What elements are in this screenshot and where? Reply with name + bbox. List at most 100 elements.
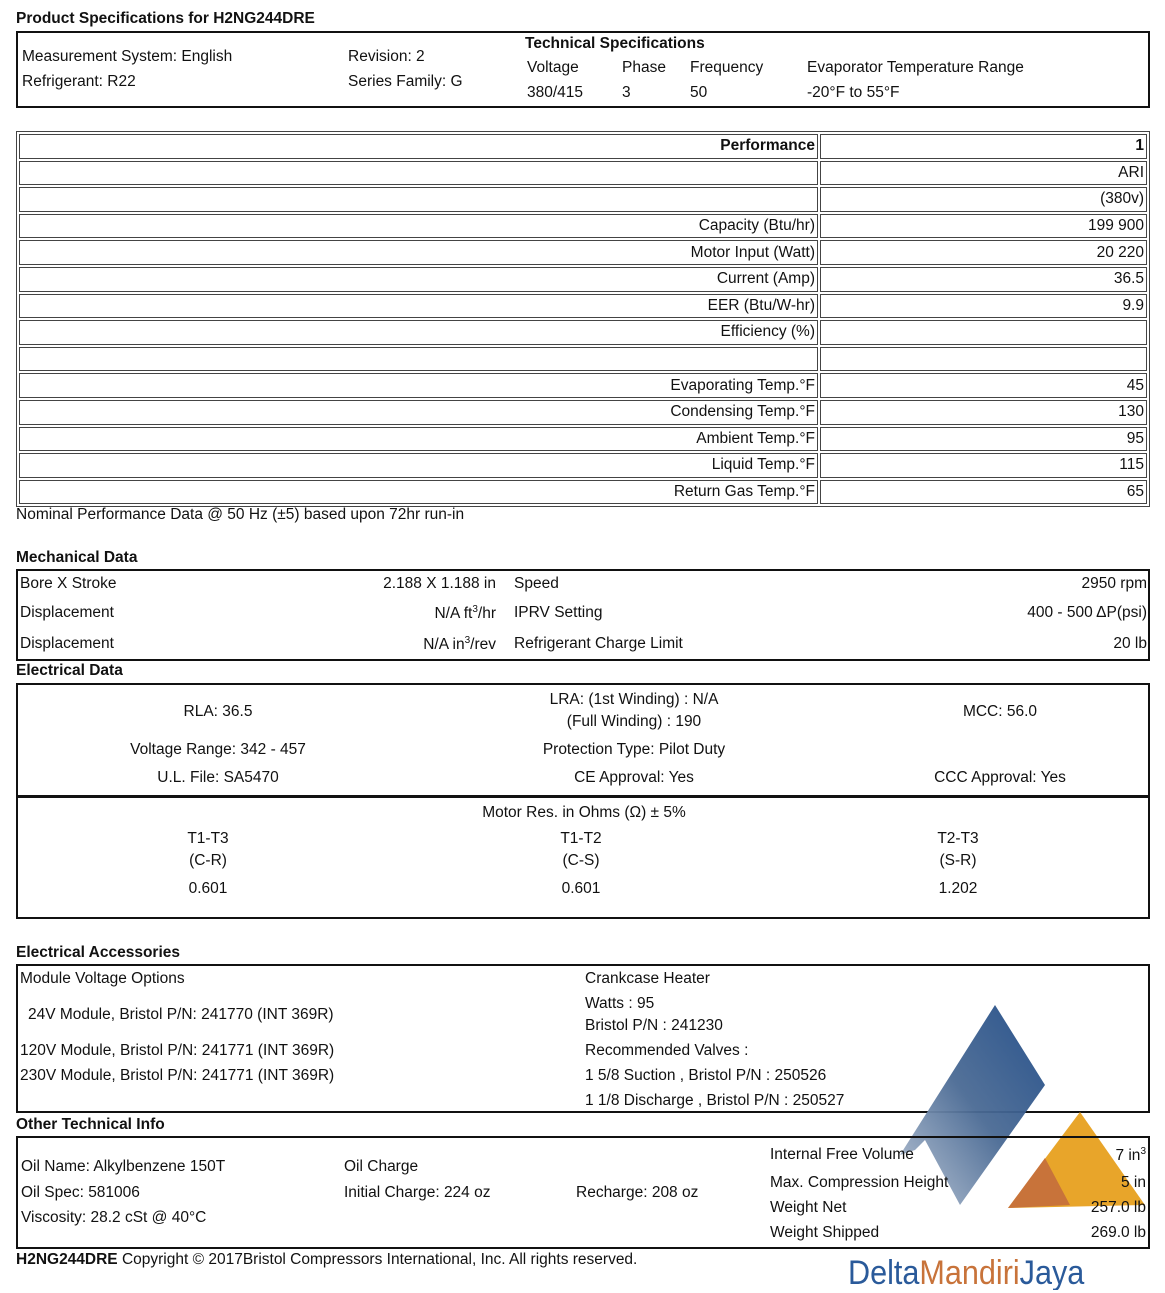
series-family: Series Family: G — [348, 73, 463, 90]
lra-full: (Full Winding) : 190 — [566, 713, 702, 730]
weight-shipped-label: Weight Shipped — [770, 1224, 880, 1241]
displacement-in-value: N/A in3/rev — [423, 635, 496, 654]
motor-res-v: 1.202 — [938, 880, 978, 897]
suction-valve: 1 5/8 Suction , Bristol P/N : 250526 — [585, 1067, 827, 1084]
iprv-label: IPRV Setting — [514, 604, 603, 621]
row-value: 130 — [820, 399, 1147, 425]
tech-spec-title: Technical Specifications — [525, 35, 705, 52]
lra-1st: LRA: (1st Winding) : N/A — [549, 691, 719, 708]
motor-res-p: (C-R) — [189, 852, 227, 869]
motor-res-v: 0.601 — [561, 880, 601, 897]
rla: RLA: 36.5 — [183, 703, 253, 720]
speed-label: Speed — [514, 575, 559, 592]
phase-label: Phase — [622, 59, 666, 76]
ul-file: U.L. File: SA5470 — [157, 769, 279, 786]
protection-type: Protection Type: Pilot Duty — [542, 741, 726, 758]
crankcase-heater: Crankcase Heater — [585, 970, 710, 987]
row-label: Return Gas Temp.°F — [19, 479, 818, 505]
evap-range-value: -20°F to 55°F — [807, 84, 900, 101]
discharge-valve: 1 1/8 Discharge , Bristol P/N : 250527 — [585, 1092, 845, 1109]
footer: H2NG244DRE Copyright © 2017Bristol Compr… — [16, 1251, 638, 1268]
motor-res-p: (S-R) — [939, 852, 977, 869]
motor-res-t: T1-T2 — [560, 830, 602, 847]
motor-res-p: (C-S) — [562, 852, 600, 869]
motor-res-t: T1-T3 — [187, 830, 229, 847]
other-box: Oil Name: Alkylbenzene 150T Oil Spec: 58… — [16, 1136, 1150, 1249]
weight-shipped-value: 269.0 lb — [1090, 1224, 1146, 1241]
performance-row: Ambient Temp.°F 95 — [19, 426, 1147, 452]
module-title: Module Voltage Options — [20, 970, 185, 987]
motor-res-v: 0.601 — [188, 880, 228, 897]
row-label: Condensing Temp.°F — [19, 399, 818, 425]
row-value: 20 220 — [820, 240, 1147, 265]
revision: Revision: 2 — [348, 48, 425, 65]
evap-range-label: Evaporator Temperature Range — [807, 59, 1024, 76]
mechanical-title: Mechanical Data — [16, 549, 138, 566]
refrigerant: Refrigerant: R22 — [22, 73, 136, 90]
row-label: Liquid Temp.°F — [19, 453, 818, 478]
row-value: 45 — [820, 373, 1147, 398]
performance-row — [19, 346, 1147, 372]
voltage-label: Voltage — [527, 59, 579, 76]
header-box: Measurement System: English Refrigerant:… — [16, 31, 1150, 108]
initial-charge: Initial Charge: 224 oz — [344, 1184, 491, 1201]
module-230v: 230V Module, Bristol P/N: 241771 (INT 36… — [20, 1067, 335, 1084]
performance-row: ARI — [19, 160, 1147, 186]
row-value — [820, 346, 1147, 372]
row-label: Capacity (Btu/hr) — [19, 213, 818, 239]
performance-row: EER (Btu/W-hr) 9.9 — [19, 293, 1147, 319]
row-value: 115 — [820, 453, 1147, 478]
accessories-box: Module Voltage Options 24V Module, Brist… — [16, 964, 1150, 1113]
valves-title: Recommended Valves : — [585, 1042, 749, 1059]
row-label — [19, 346, 818, 372]
logo-text: DeltaMandiriJaya — [848, 1254, 1084, 1290]
performance-row: Return Gas Temp.°F 65 — [19, 479, 1147, 505]
viscosity: Viscosity: 28.2 cSt @ 40°C — [21, 1209, 207, 1226]
internal-volume-label: Internal Free Volume — [770, 1146, 914, 1163]
row-value: 199 900 — [820, 213, 1147, 239]
row-value: 1 — [820, 134, 1147, 159]
phase-value: 3 — [622, 84, 631, 101]
performance-row: Condensing Temp.°F 130 — [19, 399, 1147, 425]
performance-row: (380v) — [19, 187, 1147, 212]
motor-res-t: T2-T3 — [937, 830, 979, 847]
speed-value: 2950 rpm — [1081, 575, 1147, 592]
row-label: Current (Amp) — [19, 266, 818, 292]
row-value: ARI — [820, 160, 1147, 186]
mcc: MCC: 56.0 — [962, 703, 1038, 720]
ce-approval: CE Approval: Yes — [574, 769, 694, 786]
oil-charge: Oil Charge — [344, 1158, 419, 1175]
row-label: Performance — [19, 134, 818, 159]
logo-mark-icon: DeltaMandiriJaya — [848, 1005, 1145, 1291]
performance-row: Efficiency (%) — [19, 320, 1147, 345]
weight-net-label: Weight Net — [770, 1199, 847, 1216]
measurement-system: Measurement System: English — [22, 48, 233, 65]
company-logo: DeltaMandiriJaya — [830, 1000, 1160, 1291]
displacement-ft-value: N/A ft3/hr — [434, 604, 496, 623]
internal-volume-value: 7 in3 — [1115, 1146, 1146, 1165]
performance-row: Motor Input (Watt) 20 220 — [19, 240, 1147, 265]
weight-net-value: 257.0 lb — [1090, 1199, 1146, 1216]
charge-limit-value: 20 lb — [1113, 635, 1147, 652]
performance-row: Capacity (Btu/hr) 199 900 — [19, 213, 1147, 239]
oil-spec: Oil Spec: 581006 — [21, 1184, 140, 1201]
row-label: Efficiency (%) — [19, 320, 818, 345]
charge-limit-label: Refrigerant Charge Limit — [514, 635, 683, 652]
divider — [18, 795, 1148, 798]
compression-height-label: Max. Compression Height — [770, 1174, 949, 1191]
frequency-value: 50 — [690, 84, 708, 101]
mechanical-box: Bore X Stroke 2.188 X 1.188 in Displacem… — [16, 569, 1150, 661]
accessories-title: Electrical Accessories — [16, 944, 181, 961]
module-120v: 120V Module, Bristol P/N: 241771 (INT 36… — [20, 1042, 335, 1059]
voltage-value: 380/415 — [527, 84, 584, 101]
performance-table: Performance 1 ARI (380v) Capacity (Btu/hr) 19… — [16, 131, 1150, 508]
iprv-value: 400 - 500 ΔP(psi) — [1027, 604, 1147, 621]
frequency-label: Frequency — [690, 59, 764, 76]
module-24v: 24V Module, Bristol P/N: 241770 (INT 369… — [28, 1006, 334, 1023]
motor-res-title: Motor Res. in Ohms (Ω) ± 5% — [482, 804, 686, 821]
performance-row: Liquid Temp.°F 115 — [19, 453, 1147, 478]
voltage-range: Voltage Range: 342 - 457 — [130, 741, 306, 758]
electrical-box: RLA: 36.5 LRA: (1st Winding) : N/A (Full… — [16, 683, 1150, 919]
performance-row: Evaporating Temp.°F 45 — [19, 373, 1147, 398]
row-label: Evaporating Temp.°F — [19, 373, 818, 398]
